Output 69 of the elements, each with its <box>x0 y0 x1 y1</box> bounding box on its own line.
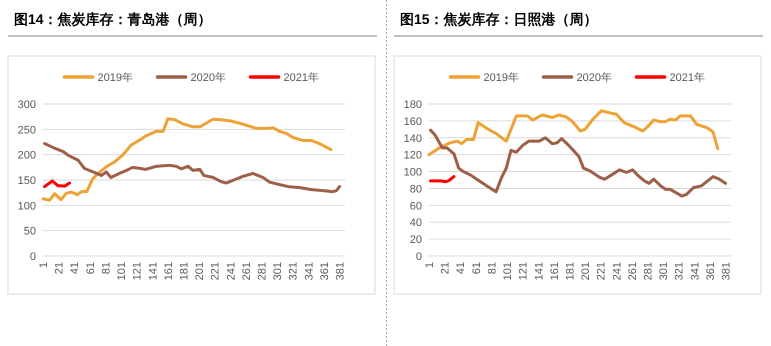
x-tick-label: 261 <box>626 262 639 280</box>
x-tick-label: 381 <box>334 262 347 280</box>
y-tick-label: 100 <box>18 200 36 212</box>
x-tick-label: 61 <box>84 262 97 274</box>
x-tick-label: 141 <box>147 262 160 280</box>
x-tick-label: 321 <box>288 262 300 280</box>
x-tick-label: 121 <box>132 262 144 280</box>
x-tick-label: 161 <box>548 262 561 280</box>
y-tick-label: 140 <box>404 132 422 145</box>
legend-label: 2021年 <box>284 72 319 84</box>
legend-label: 2019年 <box>484 72 519 84</box>
y-tick-label: 100 <box>404 166 422 179</box>
chart-title: 图15：焦炭库存：日照港（周） <box>400 11 598 27</box>
x-tick-label: 121 <box>518 262 530 280</box>
y-tick-label: 40 <box>410 217 422 230</box>
x-tick-label: 21 <box>440 262 452 274</box>
y-tick-label: 250 <box>18 124 36 136</box>
x-tick-label: 81 <box>100 262 112 274</box>
x-tick-label: 321 <box>674 262 686 280</box>
x-tick-label: 101 <box>502 262 514 280</box>
y-tick-label: 120 <box>404 150 422 162</box>
x-tick-label: 61 <box>470 262 483 274</box>
x-tick-label: 381 <box>720 262 733 280</box>
line-series <box>429 128 728 198</box>
x-tick-label: 361 <box>318 262 331 280</box>
legend-label: 2020年 <box>576 72 612 84</box>
x-tick-label: 281 <box>642 262 654 280</box>
line-series <box>428 109 720 156</box>
x-tick-label: 241 <box>611 262 624 280</box>
x-tick-label: 221 <box>210 262 222 280</box>
x-tick-label: 21 <box>54 262 66 274</box>
legend-label: 2019年 <box>98 72 133 84</box>
legend-label: 2021年 <box>670 72 705 84</box>
x-tick-label: 101 <box>116 262 128 280</box>
line-series <box>43 142 342 194</box>
x-tick-label: 301 <box>272 262 284 280</box>
x-tick-label: 221 <box>596 262 608 280</box>
y-tick-label: 200 <box>18 150 36 162</box>
y-tick-label: 0 <box>30 251 36 263</box>
y-tick-label: 20 <box>410 234 422 246</box>
x-tick-label: 241 <box>225 262 238 280</box>
x-tick-label: 181 <box>178 262 190 280</box>
y-tick-label: 80 <box>410 183 422 196</box>
y-tick-label: 150 <box>18 175 36 187</box>
x-tick-label: 141 <box>533 262 546 280</box>
line-series <box>42 117 332 202</box>
x-tick-label: 341 <box>303 262 316 280</box>
y-tick-label: 300 <box>18 99 36 111</box>
chart-title: 图14：焦炭库存：青岛港（周） <box>14 11 212 27</box>
x-tick-label: 161 <box>162 262 175 280</box>
x-tick-label: 341 <box>689 262 702 280</box>
x-tick-label: 261 <box>240 262 253 280</box>
x-tick-label: 81 <box>486 262 498 274</box>
x-tick-label: 1 <box>424 262 436 268</box>
legend-label: 2020年 <box>190 72 226 84</box>
x-tick-label: 301 <box>658 262 670 280</box>
x-tick-label: 41 <box>69 262 82 274</box>
x-tick-label: 1 <box>38 262 50 268</box>
y-tick-label: 160 <box>404 116 422 128</box>
y-tick-label: 50 <box>24 226 36 238</box>
x-tick-label: 41 <box>455 262 468 274</box>
x-tick-label: 201 <box>580 262 592 280</box>
x-tick-label: 181 <box>564 262 576 280</box>
x-tick-label: 201 <box>194 262 206 280</box>
y-tick-label: 0 <box>416 251 422 263</box>
x-tick-label: 361 <box>704 262 717 280</box>
y-tick-label: 60 <box>410 200 422 212</box>
x-tick-label: 281 <box>256 262 268 280</box>
y-tick-label: 180 <box>404 99 422 111</box>
